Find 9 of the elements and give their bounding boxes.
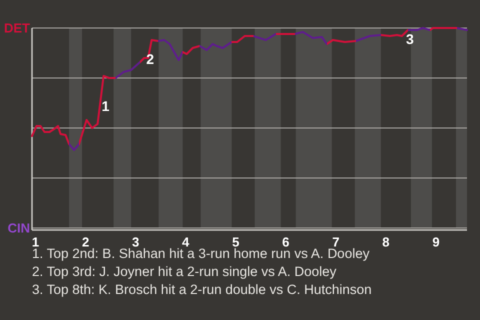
- text: CIN: [8, 220, 30, 236]
- annotation: 2: [146, 50, 154, 67]
- text: DET: [4, 20, 30, 36]
- x-tick-label: 9: [432, 234, 440, 250]
- text: 3. Top 8th: K. Brosch hit a 2-run double vs C. Hutchinson: [32, 282, 372, 297]
- text: 2. Top 3rd: J. Joyner hit a 2-run single vs A. Dooley: [32, 264, 337, 279]
- annotation: 1: [102, 98, 110, 114]
- annotation: 3: [406, 30, 414, 47]
- x-tick-label: 8: [382, 234, 390, 250]
